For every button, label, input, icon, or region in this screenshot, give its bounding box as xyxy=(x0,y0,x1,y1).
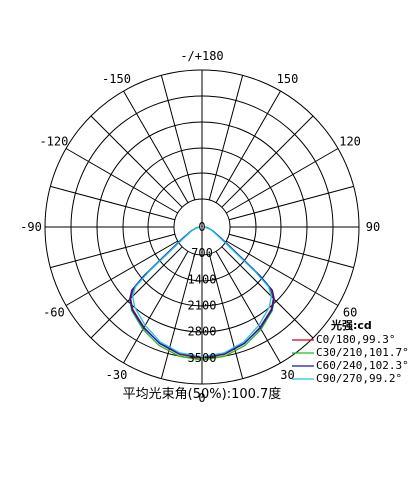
legend-entry: C0/180,99.3° xyxy=(316,333,395,346)
angle-label: -/+180 xyxy=(180,49,223,63)
angle-label: -150 xyxy=(102,72,131,86)
grid-spoke xyxy=(123,90,189,204)
angle-label: 30 xyxy=(280,368,294,382)
angle-label: -120 xyxy=(39,135,68,149)
angle-label: 120 xyxy=(339,135,361,149)
legend: 光强:cd C0/180,99.3°C30/210,101.7°C60/240,… xyxy=(292,318,409,385)
grid-spoke xyxy=(160,75,196,201)
grid-spoke xyxy=(228,233,354,269)
grid-spoke xyxy=(65,240,179,306)
series-curve xyxy=(132,226,272,358)
grid-spoke xyxy=(228,185,354,221)
angle-labels: -/+180 150 -150 120 -120 90 -90 60 -60 30 -30 0 xyxy=(20,49,380,405)
average-beam-angle-text: 平均光束角(50%):100.7度 xyxy=(123,386,282,402)
grid-spoke xyxy=(90,115,183,208)
radial-label: 0 xyxy=(198,220,205,234)
grid-spoke xyxy=(160,253,196,379)
grid-spoke xyxy=(215,90,281,204)
radial-label: 2800 xyxy=(188,325,217,339)
angle-label: -90 xyxy=(20,220,42,234)
grid-spoke xyxy=(50,233,176,269)
grid-spoke xyxy=(221,115,314,208)
grid-spoke xyxy=(65,148,179,214)
radial-labels: 0 700 1400 2100 2800 3500 xyxy=(188,220,217,365)
legend-entry: C60/240,102.3° xyxy=(316,359,409,372)
grid-spoke xyxy=(225,148,339,214)
grid-spoke xyxy=(221,246,314,339)
intensity-curves xyxy=(128,226,276,361)
legend-entry: C90/270,99.2° xyxy=(316,372,402,385)
radial-label: 1400 xyxy=(188,272,217,286)
radial-label: 2100 xyxy=(188,299,217,313)
grid-spoke xyxy=(215,250,281,364)
grid-spoke xyxy=(208,253,244,379)
angle-label: -30 xyxy=(106,368,128,382)
grid-spoke xyxy=(90,246,183,339)
angle-label: 150 xyxy=(277,72,299,86)
legend-title: 光强:cd xyxy=(330,318,372,332)
grid-spoke xyxy=(225,240,339,306)
grid-spoke xyxy=(123,250,189,364)
legend-entry: C30/210,101.7° xyxy=(316,346,409,359)
polar-grid xyxy=(44,69,360,385)
angle-label: 90 xyxy=(366,220,380,234)
angle-label: -60 xyxy=(43,306,65,320)
grid-spoke xyxy=(50,185,176,221)
angle-label: 60 xyxy=(343,306,357,320)
radial-label: 700 xyxy=(191,246,213,260)
radial-label: 3500 xyxy=(188,351,217,365)
angle-label: 0 xyxy=(198,391,205,405)
grid-spoke xyxy=(208,75,244,201)
